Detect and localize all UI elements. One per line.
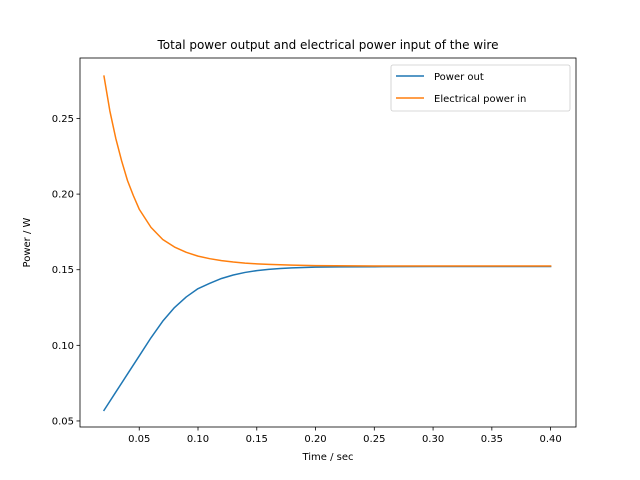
plot-area xyxy=(80,58,576,427)
y-tick-label: 0.15 xyxy=(52,265,74,276)
x-tick-label: 0.35 xyxy=(481,434,503,445)
legend: Power out Electrical power in xyxy=(390,64,571,112)
legend-box xyxy=(390,64,571,112)
y-tick-label: 0.25 xyxy=(52,114,74,125)
series-line-2 xyxy=(103,75,552,267)
y-tick-label: 0.10 xyxy=(52,341,74,352)
series-line-1 xyxy=(102,265,552,412)
y-tick-label: 0.05 xyxy=(52,416,74,427)
x-tick-label: 0.25 xyxy=(363,434,385,445)
y-tick-label: 0.20 xyxy=(52,190,74,201)
axes-layer xyxy=(79,57,577,428)
ticks-layer: 0.05 0.10 0.15 0.20 0.25 0.30 0.35 0.40 0.05 0.10… xyxy=(52,114,562,445)
series-layer xyxy=(102,75,552,412)
x-tick-label: 0.40 xyxy=(539,434,561,445)
x-tick-label: 0.15 xyxy=(246,434,268,445)
legend-label: Power out xyxy=(434,72,484,83)
x-axis-label: Time / sec xyxy=(301,452,353,463)
axes-frame xyxy=(79,57,577,428)
x-tick-label: 0.20 xyxy=(304,434,326,445)
x-tick-label: 0.10 xyxy=(187,434,209,445)
chart-title: Total power output and electrical power … xyxy=(157,38,499,52)
x-tick-label: 0.05 xyxy=(128,434,150,445)
y-axis-label: Power / W xyxy=(22,217,33,267)
x-tick-label: 0.30 xyxy=(422,434,444,445)
legend-label: Electrical power in xyxy=(434,94,526,105)
